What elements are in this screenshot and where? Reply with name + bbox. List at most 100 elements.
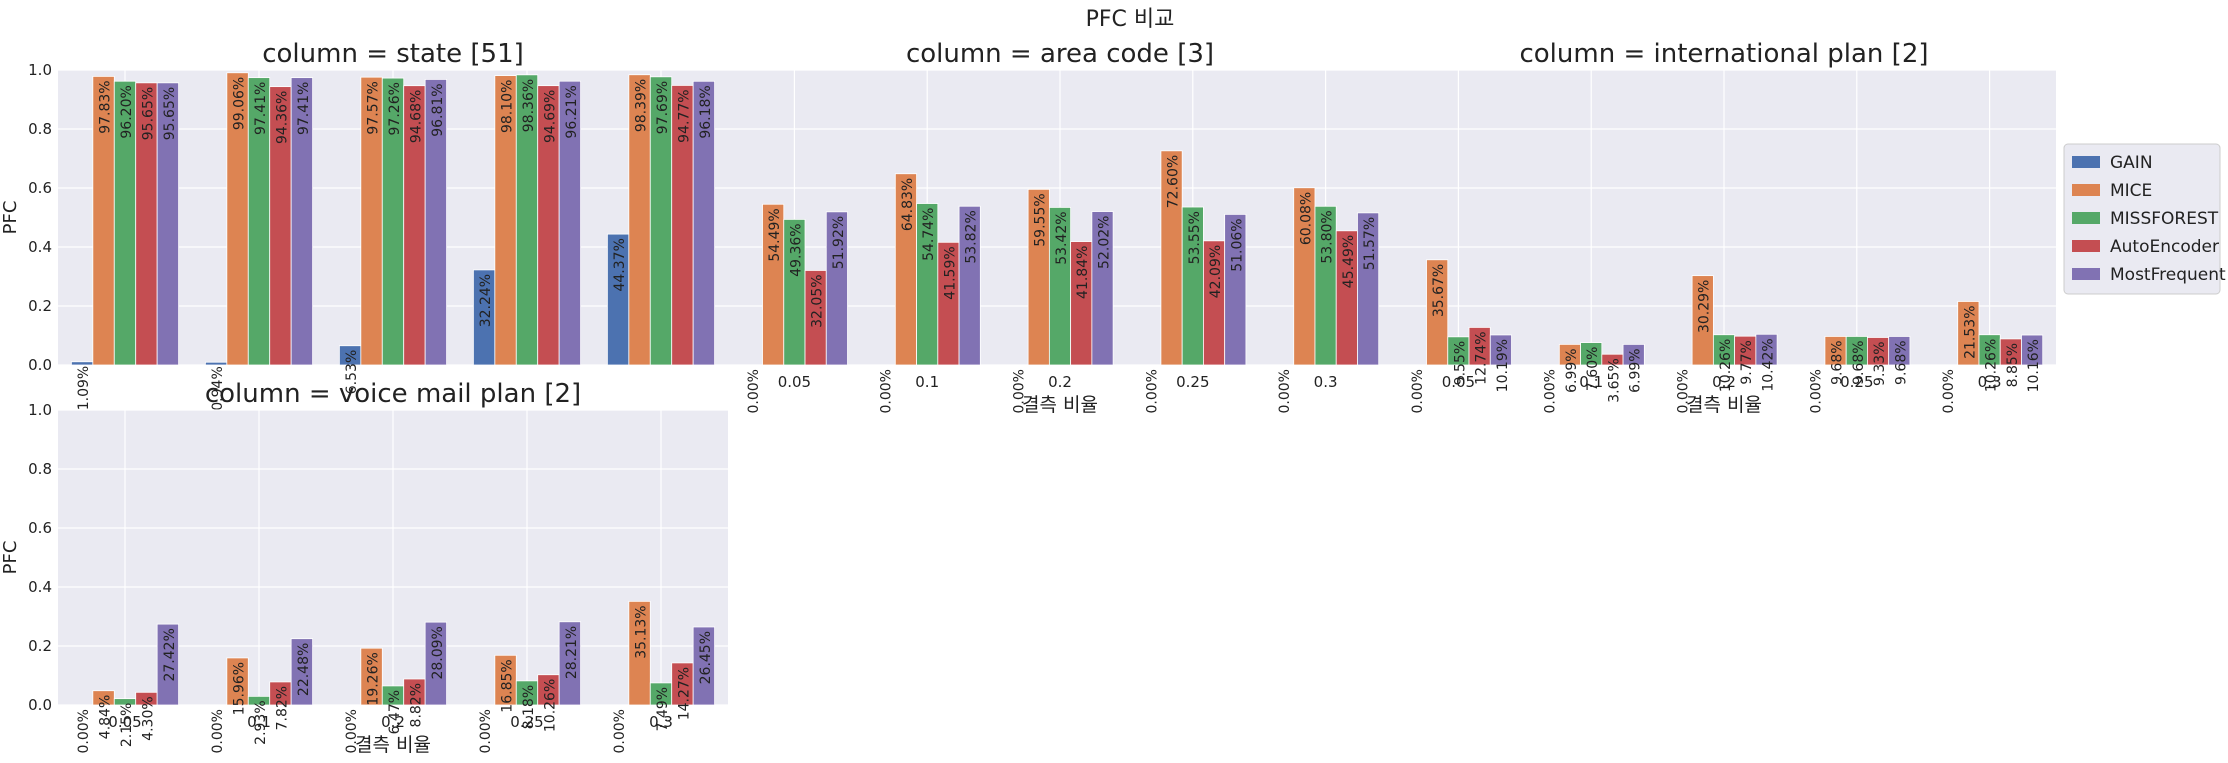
bar-data-label: 97.69% (655, 81, 671, 134)
y-tick-label: 0.0 (28, 356, 52, 374)
bar-data-label: 9.33% (1872, 341, 1888, 385)
bar-data-label: 97.83% (98, 80, 114, 133)
bar-mice-0.05 (1426, 259, 1449, 366)
bar-data-label: 41.59% (942, 246, 958, 299)
legend-label: MISSFOREST (2110, 209, 2219, 229)
panel-title: column = international plan [2] (1519, 39, 1928, 69)
bar-mostfrequent-0.25 (1888, 336, 1911, 366)
y-tick-label: 0.4 (28, 578, 52, 596)
bar-data-label: 94.68% (408, 90, 424, 143)
x-axis-label: 결측 비율 (1022, 394, 1098, 416)
facet-panel-3: 0.00% 0.00% 0.00% 0.00% 0.00% 35.67% 6.99% 30.2… (1392, 39, 2056, 416)
bar-data-label: 42.09% (1208, 245, 1224, 298)
bar-data-label: 96.21% (564, 85, 580, 138)
bar-data-label: 0.00% (1144, 369, 1160, 413)
bar-data-label: 96.81% (430, 83, 446, 136)
bar-data-label: 4.84% (98, 695, 114, 739)
x-tick-label: 0.3 (1314, 373, 1338, 391)
bar-data-label: 9.68% (1851, 340, 1867, 384)
bar-data-label: 53.55% (1187, 211, 1203, 264)
x-tick-label: 0.05 (778, 373, 811, 391)
bar-data-label: 0.00% (1543, 369, 1559, 413)
bar-data-label: 97.26% (387, 82, 403, 135)
bar-data-label: 97.41% (253, 82, 269, 135)
bar-data-label: 60.08% (1298, 192, 1314, 245)
facet-panels: 1.09% 0.94% 6.53% 32.24% 44.37% 97.83% 99.06% 9… (0, 39, 2056, 756)
legend-swatch (2072, 268, 2100, 280)
x-tick-label: 0.1 (247, 713, 271, 731)
bar-data-label: 95.65% (162, 87, 178, 140)
bar-mostfrequent-0.1 (1622, 343, 1645, 366)
bar-data-label: 16.85% (500, 659, 516, 712)
bar-data-label: 0.00% (76, 709, 92, 753)
bar-data-label: 0.00% (344, 709, 360, 753)
bar-data-label: 0.00% (1277, 369, 1293, 413)
bar-data-label: 6.47% (387, 690, 403, 734)
bar-data-label: 7.49% (655, 687, 671, 731)
bar-mostfrequent-0.05 (1489, 334, 1512, 366)
y-tick-label: 0.8 (28, 460, 52, 478)
bar-data-label: 6.99% (1628, 348, 1644, 392)
bar-data-label: 0.00% (746, 369, 762, 413)
x-tick-label: 0.2 (1712, 373, 1736, 391)
x-tick-label: 0.1 (1579, 373, 1603, 391)
legend-swatch (2072, 240, 2100, 252)
y-tick-label: 1.0 (28, 61, 52, 79)
bar-data-label: 10.16% (2026, 339, 2042, 392)
x-tick-label: 0.25 (1176, 373, 1209, 391)
bar-mostfrequent-0.25 (558, 621, 581, 706)
bar-mice-0.05 (92, 690, 115, 706)
bar-data-label: 96.20% (119, 85, 135, 138)
bar-data-label: 9.77% (1739, 340, 1755, 384)
panel-title: column = state [51] (262, 39, 524, 69)
bar-mostfrequent-0.05 (156, 82, 180, 366)
bar-mice-0.3 (628, 600, 651, 706)
bar-mostfrequent-0.2 (424, 79, 448, 366)
legend-label: MostFrequent (2110, 265, 2226, 285)
bar-data-label: 35.13% (634, 605, 650, 658)
bar-data-label: 35.67% (1431, 264, 1447, 317)
bar-data-label: 0.00% (1012, 369, 1028, 413)
bar-data-label: 0.00% (612, 709, 628, 753)
bar-data-label: 53.42% (1054, 211, 1070, 264)
legend-swatch (2072, 156, 2100, 168)
bar-data-label: 72.60% (1166, 155, 1182, 208)
legend-swatch (2072, 212, 2100, 224)
y-tick-label: 0.0 (28, 696, 52, 714)
figure-suptitle: PFC 비교 (1086, 7, 1175, 32)
bar-data-label: 15.96% (232, 662, 248, 715)
legend-label: GAIN (2110, 153, 2153, 173)
x-axis-label: 결측 비율 (1686, 394, 1762, 416)
bar-mice-0.3 (1957, 301, 1980, 366)
bar-data-label: 28.21% (564, 626, 580, 679)
bar-data-label: 30.29% (1697, 280, 1713, 333)
bar-data-label: 0.00% (1676, 369, 1692, 413)
bar-data-label: 28.09% (430, 626, 446, 679)
bar-data-label: 45.49% (1341, 235, 1357, 288)
bar-data-label: 51.92% (831, 216, 847, 269)
bar-data-label: 94.69% (542, 90, 558, 143)
bar-mostfrequent-0.3 (1357, 212, 1380, 366)
bar-data-label: 94.36% (274, 91, 290, 144)
bar-data-label: 0.00% (478, 709, 494, 753)
y-tick-label: 1.0 (28, 401, 52, 419)
bar-data-label: 0.00% (1941, 369, 1957, 413)
bar-data-label: 27.42% (162, 628, 178, 681)
legend-label: MICE (2110, 181, 2152, 201)
bar-data-label: 12.74% (1474, 331, 1490, 384)
bar-data-label: 10.26% (1718, 339, 1734, 392)
bar-data-label: 10.26% (1984, 339, 2000, 392)
bar-data-label: 10.19% (1495, 339, 1511, 392)
bar-data-label: 4.30% (140, 696, 156, 740)
bar-data-label: 98.36% (521, 79, 537, 132)
bar-mostfrequent-0.05 (156, 623, 180, 706)
bar-data-label: 51.57% (1362, 217, 1378, 270)
bar-data-label: 1.09% (76, 366, 92, 410)
bar-mostfrequent-0.2 (1755, 333, 1778, 366)
bar-data-label: 22.48% (296, 643, 312, 696)
bar-data-label: 2.93% (253, 700, 269, 744)
bar-data-label: 6.53% (344, 350, 360, 394)
bar-data-label: 54.74% (921, 208, 937, 261)
bar-data-label: 8.18% (521, 685, 537, 729)
bar-data-label: 53.80% (1320, 210, 1336, 263)
